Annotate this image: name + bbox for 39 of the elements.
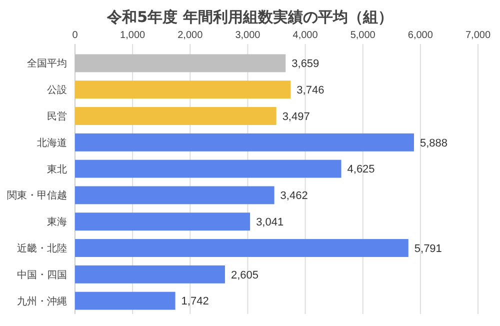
data-label: 5,888 <box>420 137 448 150</box>
bar <box>75 80 291 99</box>
bar <box>75 212 250 231</box>
y-tick-label: 九州・沖縄 <box>17 295 67 308</box>
y-tick-label: 関東・甲信越 <box>7 190 67 202</box>
x-tick-label: 3,000 <box>235 30 261 41</box>
data-label: 3,041 <box>256 216 284 228</box>
y-tick-label: 公設 <box>47 84 67 96</box>
data-label: 3,462 <box>280 190 308 202</box>
y-tick-label: 東北 <box>47 163 67 176</box>
y-tick-label: 東海 <box>47 216 67 228</box>
x-tick-label: 4,000 <box>292 30 318 41</box>
bar <box>75 265 225 284</box>
data-label: 3,746 <box>296 84 324 96</box>
y-tick-label: 北海道 <box>37 136 67 149</box>
x-tick-label: 6,000 <box>408 30 434 41</box>
bar <box>75 239 408 257</box>
x-tick-label: 2,000 <box>178 30 204 41</box>
chart-title: 令和5年度 年間利用組数実績の平均（組） <box>106 8 393 26</box>
bar <box>75 186 274 204</box>
data-label: 3,497 <box>282 110 310 123</box>
bar <box>75 107 276 125</box>
x-tick-label: 5,000 <box>350 30 376 41</box>
y-tick-label: 中国・四国 <box>17 268 67 281</box>
data-label: 3,659 <box>292 58 320 70</box>
y-tick-label: 民営 <box>47 110 67 122</box>
bar <box>75 133 414 152</box>
data-label: 5,791 <box>414 242 442 255</box>
x-tick-label: 7,000 <box>465 30 491 41</box>
x-tick-label: 1,000 <box>120 30 146 41</box>
data-label: 1,742 <box>181 296 209 308</box>
x-tick-label: 0 <box>72 30 78 41</box>
bar <box>75 292 176 310</box>
bar <box>75 54 286 72</box>
y-tick-label: 全国平均 <box>27 58 67 70</box>
y-tick-label: 近畿・北陸 <box>17 242 67 254</box>
bar <box>75 160 342 178</box>
data-label: 2,605 <box>230 269 259 282</box>
data-label: 4,625 <box>347 164 375 176</box>
